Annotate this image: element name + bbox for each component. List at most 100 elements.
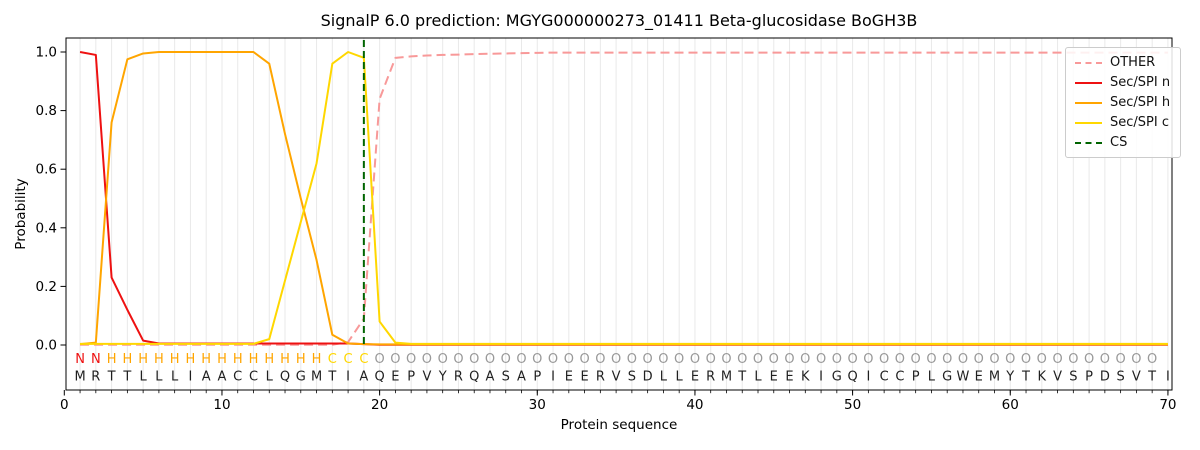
residue-type-letter: O	[1068, 352, 1078, 367]
x-tick-label: 50	[844, 397, 861, 413]
residue-letter: I	[551, 370, 555, 385]
residue-letter: L	[155, 370, 163, 385]
residue-type-letter: O	[390, 352, 400, 367]
residue-type-letter: H	[296, 352, 306, 367]
y-tick-label: 0.2	[36, 279, 57, 295]
residue-letter: L	[266, 370, 274, 385]
residue-type-letter: O	[1037, 352, 1047, 367]
residue-type-letter: H	[201, 352, 211, 367]
residue-letter: T	[122, 370, 131, 385]
gridlines	[79, 38, 1169, 390]
residue-letter: S	[1116, 370, 1124, 385]
residue-letter: T	[737, 370, 746, 385]
x-tick-label: 20	[371, 397, 388, 413]
residue-type-letter: H	[233, 352, 243, 367]
residue-letter: K	[801, 370, 810, 385]
residue-letter: S	[1069, 370, 1077, 385]
residue-letter: R	[91, 370, 100, 385]
residue-type-letter: O	[1131, 352, 1141, 367]
x-axis-ticks: 0 10 20 30 40 50 60 70	[60, 390, 1177, 413]
residue-letter: E	[770, 370, 778, 385]
residue-type-letter: O	[1005, 352, 1015, 367]
residue-type-letter: O	[438, 352, 448, 367]
residue-letter: Q	[375, 370, 385, 385]
x-tick-label: 10	[213, 397, 230, 413]
residue-type-letter: H	[249, 352, 259, 367]
residue-letter: I	[1166, 370, 1170, 385]
legend-line-sec-spi-h	[1075, 101, 1102, 104]
residue-type-letter: O	[643, 352, 653, 367]
legend-entry: CS	[1075, 135, 1172, 150]
residue-letter: A	[202, 370, 211, 385]
residue-type-letter: O	[1021, 352, 1031, 367]
legend-line-sec-spi-n	[1075, 81, 1102, 84]
residue-letter: Y	[438, 370, 447, 385]
residue-letter: Q	[280, 370, 290, 385]
y-tick-label: 0.8	[36, 103, 57, 119]
residue-letter: P	[1085, 370, 1093, 385]
residue-letter: L	[140, 370, 148, 385]
residue-letter: L	[660, 370, 668, 385]
residue-type-letter: O	[485, 352, 495, 367]
residue-type-letter: O	[532, 352, 542, 367]
legend-line-other	[1075, 61, 1102, 64]
residue-letter: A	[359, 370, 368, 385]
x-tick-label: 70	[1159, 397, 1176, 413]
residue-letter: V	[422, 370, 431, 385]
y-axis-label: Probability	[13, 178, 29, 250]
legend-label: OTHER	[1110, 55, 1156, 70]
y-tick-label: 0.6	[36, 162, 57, 178]
residue-letter: C	[895, 370, 904, 385]
residue-letter: G	[942, 370, 952, 385]
residue-type-letter: O	[564, 352, 574, 367]
x-tick-label: 60	[1002, 397, 1019, 413]
residue-letter: E	[580, 370, 588, 385]
residue-type-letter: O	[753, 352, 763, 367]
legend-label: Sec/SPI h	[1110, 95, 1171, 110]
residue-type-letter: O	[706, 352, 716, 367]
residue-type-letter: H	[186, 352, 196, 367]
residue-type-letter: O	[595, 352, 605, 367]
legend-label: Sec/SPI c	[1110, 115, 1169, 130]
residue-letter: R	[596, 370, 605, 385]
legend-label: CS	[1110, 135, 1128, 150]
residue-type-letter: O	[453, 352, 463, 367]
residue-letter: P	[407, 370, 415, 385]
residue-type-letter: H	[312, 352, 322, 367]
residue-type-letter: C	[328, 352, 337, 367]
residue-letter: I	[189, 370, 193, 385]
residue-letter: I	[819, 370, 823, 385]
residue-letter: W	[957, 370, 970, 385]
residue-type-letter: O	[895, 352, 905, 367]
residue-type-letter: O	[974, 352, 984, 367]
residue-letter: E	[785, 370, 793, 385]
residue-type-letter: O	[942, 352, 952, 367]
residue-type-letter: H	[138, 352, 148, 367]
residue-letter: E	[691, 370, 699, 385]
residue-letter: I	[346, 370, 350, 385]
residue-type-letter: O	[579, 352, 589, 367]
y-axis-ticks: 0.0 0.2 0.4 0.6 0.8 1.0	[36, 45, 66, 354]
residue-letter: A	[517, 370, 526, 385]
residue-letter: C	[233, 370, 242, 385]
legend-label: Sec/SPI n	[1110, 75, 1171, 90]
residue-type-letter: O	[769, 352, 779, 367]
residue-letter: T	[1147, 370, 1156, 385]
residue-type-letter: O	[1052, 352, 1062, 367]
residue-letter: Q	[847, 370, 857, 385]
residue-type-letter: O	[816, 352, 826, 367]
residue-type-letter: O	[611, 352, 621, 367]
residue-letter: E	[391, 370, 399, 385]
residue-type-letter: O	[847, 352, 857, 367]
residue-type-letter: O	[958, 352, 968, 367]
residue-type-letter: O	[879, 352, 889, 367]
series-line-sec-spi-h	[79, 51, 1168, 346]
y-tick-label: 1.0	[36, 45, 57, 61]
residue-letter: M	[311, 370, 322, 385]
residue-type-letter: H	[154, 352, 164, 367]
residue-letter: C	[880, 370, 889, 385]
series-line-sec-spi-n	[79, 51, 1168, 346]
residue-letter: C	[249, 370, 258, 385]
residue-letter: D	[643, 370, 653, 385]
